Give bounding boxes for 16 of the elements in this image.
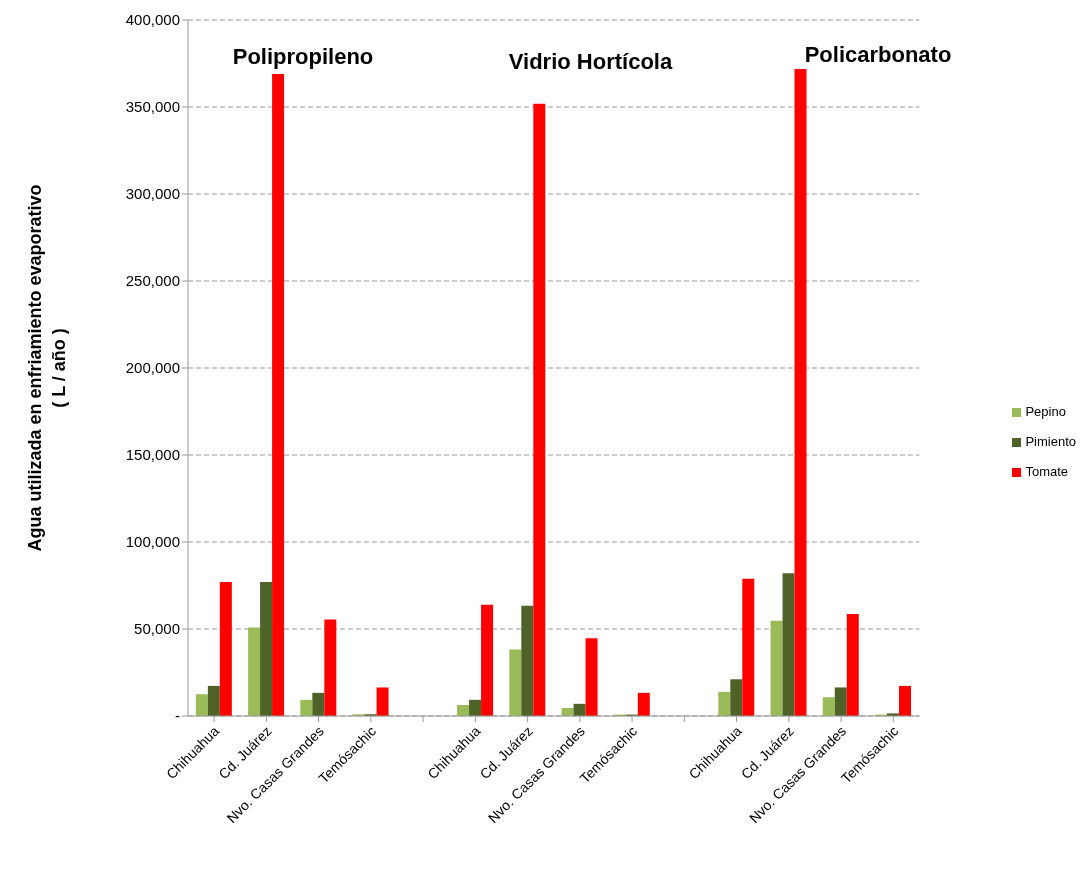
y-tick-label: 100,000 (125, 533, 180, 551)
y-axis-title: Agua utilizada en enfriamiento evaporativo ( L / año ) (25, 184, 69, 552)
y-tick-label: 50,000 (134, 620, 180, 638)
y-tick-label: 250,000 (125, 272, 180, 290)
y-tick-label: 200,000 (125, 359, 180, 377)
legend-label: Tomate (1025, 464, 1069, 479)
y-tick-label: 150,000 (125, 446, 180, 464)
legend-label: Pimiento (1025, 434, 1076, 449)
y-tick-label: 300,000 (125, 185, 180, 203)
y-tick-label: 350,000 (125, 98, 180, 116)
annotation: Vidrio Hortícola (507, 49, 674, 75)
annotation: Policarbonato (803, 42, 953, 68)
y-tick-label: 400,000 (125, 11, 180, 29)
legend-label: Pepino (1025, 404, 1066, 419)
annotation: Polipropileno (231, 44, 375, 70)
y-tick-label: - (175, 707, 180, 725)
